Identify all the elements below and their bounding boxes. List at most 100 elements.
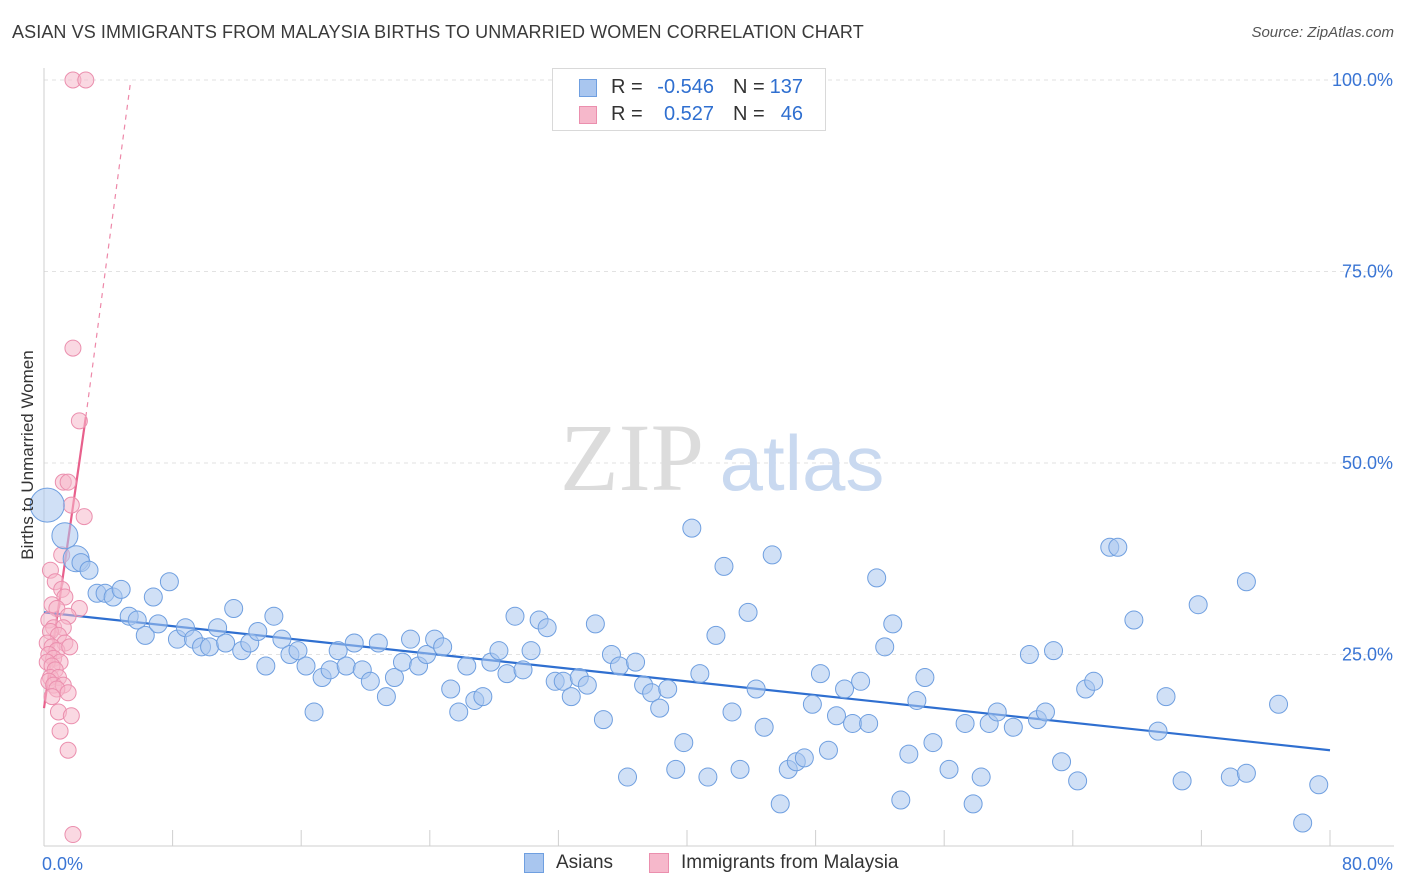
data-point-asians — [770, 794, 790, 814]
data-point-malaysia — [62, 707, 80, 725]
n-value: 137 — [769, 76, 803, 98]
data-point-asians — [1220, 767, 1240, 787]
data-point-asians — [1044, 641, 1064, 661]
data-point-asians — [666, 759, 686, 779]
data-point-asians — [111, 579, 131, 599]
data-point-malaysia — [64, 339, 82, 357]
r-value: -0.546 — [657, 76, 714, 98]
data-point-asians — [1156, 687, 1176, 707]
data-point-malaysia — [51, 722, 69, 740]
data-point-asians — [794, 748, 814, 768]
data-point-asians — [143, 587, 163, 607]
data-point-asians — [29, 487, 65, 523]
data-point-asians — [368, 633, 388, 653]
data-point-asians — [384, 667, 404, 687]
data-point-asians — [561, 687, 581, 707]
x-tick-label: 0.0% — [42, 854, 83, 874]
watermark-zip: ZIP — [560, 404, 704, 511]
data-point-malaysia — [62, 496, 80, 514]
data-point-asians — [336, 656, 356, 676]
data-point-asians — [505, 606, 525, 626]
data-point-asians — [859, 713, 879, 733]
data-point-asians — [1052, 752, 1072, 772]
y-tick-label: 25.0% — [1342, 645, 1393, 665]
x-tick-label: 80.0% — [1342, 854, 1393, 874]
data-point-asians — [802, 694, 822, 714]
data-point-asians — [441, 679, 461, 699]
data-point-asians — [135, 625, 155, 645]
data-point-asians — [923, 733, 943, 753]
n-label: N = — [733, 76, 765, 98]
data-point-asians — [159, 572, 179, 592]
data-point-asians — [248, 622, 268, 642]
data-point-asians — [264, 606, 284, 626]
data-point-asians — [433, 637, 453, 657]
data-point-asians — [810, 664, 830, 684]
asians-swatch — [579, 79, 597, 97]
data-point-asians — [915, 667, 935, 687]
data-point-malaysia — [70, 412, 88, 430]
data-point-asians — [891, 790, 911, 810]
data-point-asians — [208, 618, 228, 638]
n-label: N = — [733, 103, 765, 125]
data-point-asians — [457, 656, 477, 676]
data-point-asians — [401, 629, 421, 649]
data-point-asians — [360, 671, 380, 691]
data-point-asians — [971, 767, 991, 787]
data-point-asians — [376, 687, 396, 707]
data-point-asians — [521, 641, 541, 661]
source-credit: Source: ZipAtlas.com — [1251, 24, 1394, 41]
y-tick-label: 100.0% — [1332, 70, 1393, 90]
data-point-malaysia — [75, 508, 93, 526]
data-point-asians — [296, 656, 316, 676]
data-point-asians — [224, 599, 244, 619]
watermark-atlas: atlas — [720, 419, 885, 507]
data-point-asians — [1148, 721, 1168, 741]
tick-labels: 25.0% 50.0% 75.0% 100.0% 0.0% 80.0% — [42, 70, 1393, 874]
grid-lines — [44, 79, 1392, 655]
data-point-malaysia — [59, 684, 77, 702]
y-tick-label: 75.0% — [1342, 262, 1393, 282]
data-point-asians — [851, 671, 871, 691]
r-label: R = — [611, 76, 643, 98]
legend-label-asians: Asians — [556, 852, 614, 873]
data-point-malaysia — [59, 473, 77, 491]
series-immigrants-from-malaysia — [38, 71, 95, 844]
data-point-asians — [963, 794, 983, 814]
data-point-asians — [79, 560, 99, 580]
data-point-asians — [304, 702, 324, 722]
data-point-asians — [907, 690, 927, 710]
data-point-asians — [288, 641, 308, 661]
data-point-asians — [626, 652, 646, 672]
y-tick-label: 50.0% — [1342, 453, 1393, 473]
data-point-asians — [1309, 775, 1329, 795]
malaysia-swatch — [579, 106, 597, 124]
data-point-asians — [1035, 702, 1055, 722]
data-point-asians — [473, 687, 493, 707]
data-point-asians — [1172, 771, 1192, 791]
data-point-asians — [200, 637, 220, 657]
data-point-asians — [650, 698, 670, 718]
data-point-asians — [1068, 771, 1088, 791]
data-point-asians — [449, 702, 469, 722]
data-point-asians — [682, 518, 702, 538]
data-point-asians — [392, 652, 412, 672]
trend-line-malaysia-extension — [85, 79, 132, 418]
data-point-asians — [489, 641, 509, 661]
asians-legend-swatch — [524, 853, 544, 873]
data-point-asians — [1003, 717, 1023, 737]
data-point-asians — [1236, 763, 1256, 783]
data-point-asians — [417, 645, 437, 664]
y-axis-label: Births to Unmarried Women — [18, 350, 37, 560]
data-point-asians — [714, 556, 734, 576]
data-point-asians — [706, 625, 726, 645]
data-point-malaysia — [59, 741, 77, 759]
data-point-asians — [955, 713, 975, 733]
data-point-asians — [730, 759, 750, 779]
data-point-asians — [658, 679, 678, 699]
data-point-asians — [762, 545, 782, 565]
r-label: R = — [611, 103, 643, 125]
trend-line-asians — [43, 611, 1331, 752]
data-point-asians — [272, 629, 292, 649]
watermark: ZIP atlas — [560, 404, 884, 511]
